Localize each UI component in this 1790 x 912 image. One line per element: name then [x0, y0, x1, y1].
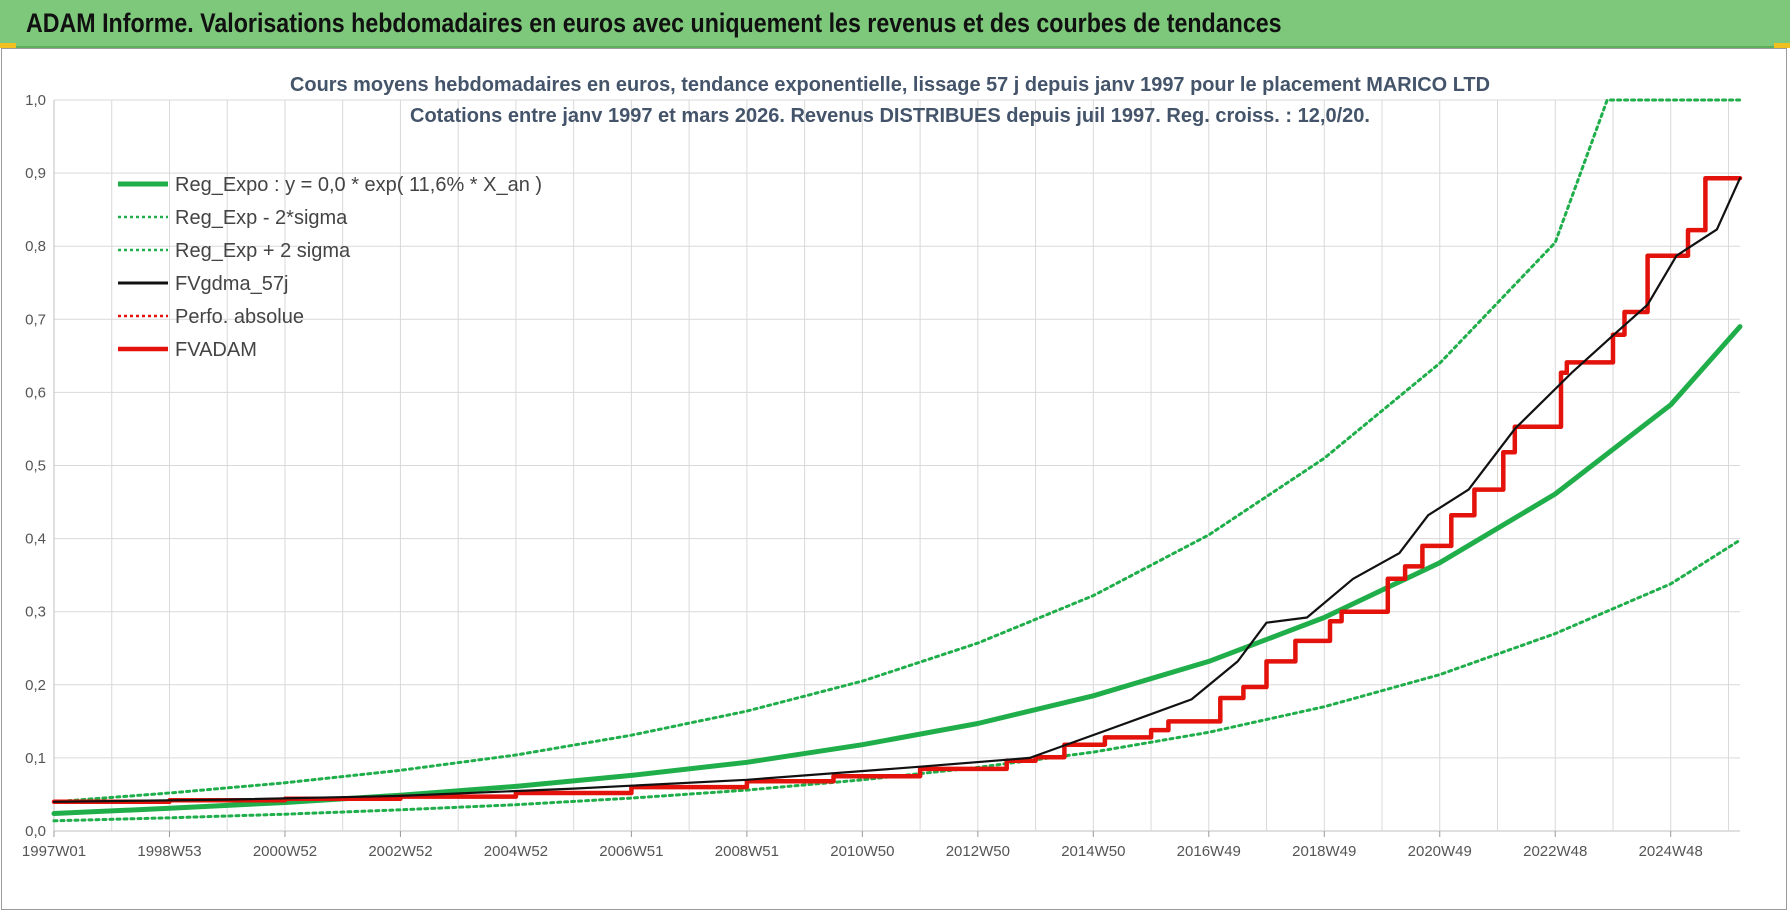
y-tick-label: 0,1 — [25, 750, 46, 767]
x-tick-label: 2020W49 — [1408, 843, 1472, 860]
y-tick-label: 0,7 — [25, 311, 46, 328]
x-tick-label: 2002W52 — [368, 843, 432, 860]
y-tick-label: 0,8 — [25, 238, 46, 255]
legend-label: Reg_Expo : y = 0,0 * exp( 11,6% * X_an ) — [175, 174, 542, 196]
series-line-reg-expo-y-0-0-exp-11-6-x-an — [51, 324, 1743, 816]
y-tick-label: 0,9 — [25, 165, 46, 182]
x-tick-label: 1998W53 — [137, 843, 201, 860]
legend-label: Reg_Exp - 2*sigma — [175, 207, 348, 229]
corner-accent-left — [0, 43, 16, 48]
y-tick-label: 0,6 — [25, 384, 46, 401]
legend-label: FVADAM — [175, 339, 257, 361]
y-tick-label: 0,4 — [25, 531, 46, 548]
corner-accent-right — [1774, 43, 1790, 48]
x-tick-label: 2008W51 — [715, 843, 779, 860]
y-tick-label: 0,2 — [25, 677, 46, 694]
y-tick-label: 0,0 — [25, 823, 46, 840]
x-tick-label: 1997W01 — [22, 843, 86, 860]
series-line-reg-exp-2-sigma — [52, 98, 1742, 804]
x-tick-label: 2012W50 — [946, 843, 1010, 860]
x-tick-label: 2018W49 — [1292, 843, 1356, 860]
x-tick-label: 2004W52 — [484, 843, 548, 860]
series-line-fvgdma-57j — [52, 177, 1742, 803]
x-tick-label: 2022W48 — [1523, 843, 1587, 860]
series-line-reg-exp-2-sigma — [52, 538, 1742, 823]
chart-title-line: Cotations entre janv 1997 et mars 2026. … — [410, 105, 1370, 127]
series-line-fvadam — [51, 175, 1743, 805]
legend-label: Reg_Exp + 2 sigma — [175, 240, 351, 262]
y-tick-label: 0,3 — [25, 604, 46, 621]
x-tick-label: 2016W49 — [1177, 843, 1241, 860]
x-tick-label: 2014W50 — [1061, 843, 1125, 860]
report-title: ADAM Informe. Valorisations hebdomadaire… — [26, 8, 1282, 38]
chart-title-line: Cours moyens hebdomadaires en euros, ten… — [290, 74, 1490, 96]
legend-label: FVgdma_57j — [175, 273, 288, 295]
x-tick-label: 2006W51 — [599, 843, 663, 860]
report-header-bar: ADAM Informe. Valorisations hebdomadaire… — [0, 0, 1790, 48]
x-tick-label: 2000W52 — [253, 843, 317, 860]
x-tick-label: 2024W48 — [1639, 843, 1703, 860]
y-tick-label: 0,5 — [25, 458, 46, 475]
x-tick-label: 2010W50 — [830, 843, 894, 860]
y-tick-label: 1,0 — [25, 92, 46, 109]
legend-label: Perfo. absolue — [175, 306, 304, 328]
line-chart: 0,0 0,1 0,2 0,3 0,4 0,5 0,6 0,7 0,8 0,9 1,0 1997W01… — [22, 74, 1743, 860]
